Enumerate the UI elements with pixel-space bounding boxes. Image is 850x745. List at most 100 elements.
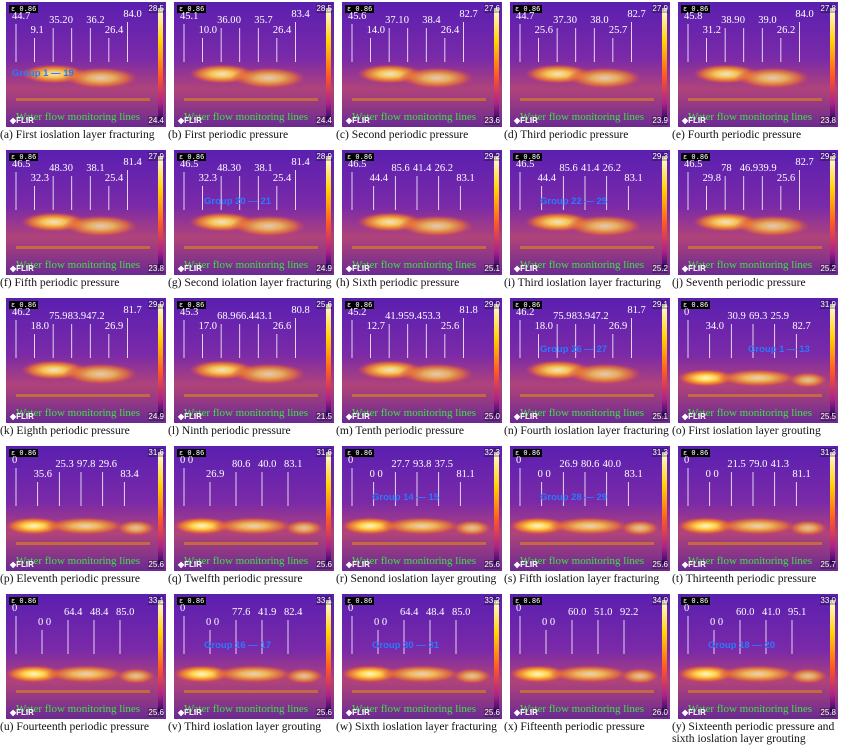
measurement-value-label: 68.9 xyxy=(217,311,236,322)
thermal-heatmap-graphic xyxy=(678,446,838,571)
flir-logo: ◆FLIR xyxy=(178,116,202,125)
measurement-value-label: 31.2 xyxy=(702,25,721,36)
measurement-value-label: 0 0 xyxy=(537,469,551,480)
thermal-image: ε 0.86 33.0 25.8 0 0 0 60.0 41.0 95.1 Group 18 —… xyxy=(678,594,838,719)
temperature-max-label: 31.6 xyxy=(316,448,332,457)
water-flow-monitoring-label: Water flow monitoring lines xyxy=(184,555,309,567)
measurement-value-label: 80.8 xyxy=(291,305,310,316)
water-flow-monitoring-label: Water flow monitoring lines xyxy=(688,111,813,123)
measurement-value-label: 40.0 xyxy=(258,459,277,470)
temperature-min-label: 25.6 xyxy=(148,708,164,717)
thermal-panel: ε 0.86 27.6 23.6 45.6 14.0 37.1 0 38.4 26.4 82.7 W… xyxy=(336,2,502,141)
thermal-heatmap-graphic xyxy=(6,150,166,275)
measurement-value-label: 41.9 xyxy=(385,311,404,322)
emissivity-readout: ε 0.86 xyxy=(681,301,711,309)
group-label: Group 20 — 21 xyxy=(204,196,272,207)
measurement-value-label: 46.5 xyxy=(516,159,535,170)
thermal-image: ε 0.86 29.0 25.0 45.2 12.7 41.9 59.4 53.3 25.6 81… xyxy=(342,298,502,423)
thermal-image: ε 0.86 31.9 25.5 0 34.0 30.9 69.3 25.9 82.7 Group… xyxy=(678,298,838,423)
thermal-panel: ε 0.86 28.5 24.4 44.7 9.1 35.2 0 36.2 26.4 84.0 Gr… xyxy=(0,2,166,141)
measurement-value-label: 75.9 xyxy=(553,311,572,322)
measurement-value-label: 78 xyxy=(721,163,732,174)
measurement-value-label: 0 xyxy=(67,15,73,26)
measurement-value-label: 46.5 xyxy=(348,159,367,170)
measurement-value-label: 83.4 xyxy=(291,9,310,20)
temperature-min-label: 24.4 xyxy=(316,116,332,125)
flir-logo: ◆FLIR xyxy=(10,116,34,125)
temperature-max-label: 29.2 xyxy=(484,152,500,161)
measurement-value-label: 82.7 xyxy=(795,157,814,168)
thermal-image: ε 0.86 33.2 25.6 0 0 0 64.4 48.4 85.0 Group 30 —… xyxy=(342,594,502,719)
thermal-heatmap-graphic xyxy=(510,594,670,719)
measurement-value-label: 26.2 xyxy=(776,25,796,36)
measurement-value-label: 66.4 xyxy=(235,311,255,322)
thermal-panel: ε 0.86 25.6 21.5 45.3 17.0 68.9 66.4 43.1 26.6 80… xyxy=(168,298,334,437)
water-flow-monitoring-label: Water flow monitoring lines xyxy=(16,111,141,123)
thermal-panel: ε 0.86 31.3 25.6 0 0 0 26.9 80.6 40.0 83.1 Group … xyxy=(504,446,670,585)
thermal-image: ε 0.86 29.2 25.1 46.5 44.4 85.6 41.4 26.2 83.1 Wa… xyxy=(342,150,502,275)
flir-logo: ◆FLIR xyxy=(10,708,34,717)
measurement-value-label: 25.9 xyxy=(770,311,790,322)
measurement-value-label: 25.6 xyxy=(776,173,796,184)
measurement-value-label: 95.1 xyxy=(788,607,807,618)
panel-caption: (a) First ioslation layer fracturing xyxy=(0,128,155,141)
panel-caption: (q) Twelfth periodic pressure xyxy=(168,572,303,585)
thermal-heatmap-graphic xyxy=(342,594,502,719)
measurement-value-label: 0 xyxy=(739,15,745,26)
measurement-value-label: 25.4 xyxy=(104,173,124,184)
measurement-value-label: 9.1 xyxy=(30,25,44,36)
measurement-value-label: 47.2 xyxy=(86,311,105,322)
measurement-value-label: 0 0 xyxy=(206,617,220,628)
thermal-panel: ε 0.86 31.6 25.6 0 35.6 25.3 97.8 29.6 83.4 Water… xyxy=(0,446,166,585)
thermal-image: ε 0.86 29.3 25.2 46.5 44.4 85.6 41.4 26.2 83.1 Gr… xyxy=(510,150,670,275)
flir-logo: ◆FLIR xyxy=(178,412,202,421)
temperature-max-label: 29.3 xyxy=(652,152,668,161)
panel-caption: (d) Third periodic pressure xyxy=(504,128,629,141)
temperature-min-label: 25.8 xyxy=(820,708,836,717)
measurement-value-label: 26.9 xyxy=(559,459,578,470)
measurement-value-label: 40.0 xyxy=(602,459,622,470)
measurement-value-label: 25.6 xyxy=(534,25,553,36)
temperature-max-label: 29.0 xyxy=(484,300,500,309)
water-flow-monitoring-label: Water flow monitoring lines xyxy=(184,111,309,123)
group-label: Group 18 — 20 xyxy=(708,640,776,651)
water-flow-monitoring-label: Water flow monitoring lines xyxy=(688,407,813,419)
measurement-value-label: 46.2 xyxy=(516,307,535,318)
measurement-value-label: 38.1 xyxy=(254,163,273,174)
thermal-image: ε 0.86 25.6 21.5 45.3 17.0 68.9 66.4 43.1 26.6 80… xyxy=(174,298,334,423)
temperature-max-label: 25.6 xyxy=(316,300,332,309)
water-flow-monitoring-label: Water flow monitoring lines xyxy=(352,555,477,567)
temperature-max-label: 34.0 xyxy=(652,596,668,605)
measurement-value-label: 46.2 xyxy=(12,307,31,318)
thermal-heatmap-graphic xyxy=(510,446,670,571)
measurement-value-label: 92.2 xyxy=(620,607,639,618)
measurement-value-label: 25.4 xyxy=(272,173,292,184)
measurement-value-label: 93.8 xyxy=(413,459,432,470)
thermal-heatmap-graphic xyxy=(174,2,334,127)
emissivity-readout: ε 0.86 xyxy=(9,597,39,605)
temperature-max-label: 28.5 xyxy=(316,4,332,13)
panel-caption: (b) First periodic pressure xyxy=(168,128,289,141)
temperature-max-label: 33.1 xyxy=(148,596,164,605)
group-label: Group 30 — 31 xyxy=(372,640,440,651)
measurement-value-label: 46.9 xyxy=(739,163,759,174)
emissivity-readout: ε 0.86 xyxy=(681,597,711,605)
measurement-value-label: 81.4 xyxy=(291,157,310,168)
thermal-image: ε 0.86 27.9 23.9 44.7 25.6 37.3 0 38.0 25.7 82.7 W… xyxy=(510,2,670,127)
measurement-value-label: 37.3 xyxy=(553,15,572,26)
temperature-min-label: 25.1 xyxy=(484,264,500,273)
thermal-panel: ε 0.86 31.6 25.6 0 0 26.9 80.6 40.0 83.1 Water f… xyxy=(168,446,334,585)
water-flow-monitoring-label: Water flow monitoring lines xyxy=(16,259,141,271)
water-flow-monitoring-label: Water flow monitoring lines xyxy=(184,407,309,419)
measurement-value-label: 81.7 xyxy=(627,305,646,316)
thermal-image: ε 0.86 29.1 25.1 46.2 18.0 75.9 83.9 47.2 26.9 81… xyxy=(510,298,670,423)
panel-caption: (u) Fourteenth periodic pressure xyxy=(0,720,150,733)
group-label: Group 28 — 29 xyxy=(540,492,608,503)
thermal-heatmap-graphic xyxy=(342,298,502,423)
thermal-panel: ε 0.86 33.1 25.6 0 0 0 64.4 48.4 85.0 Water flow… xyxy=(0,594,166,733)
temperature-min-label: 25.2 xyxy=(652,264,668,273)
thermal-panel: ε 0.86 31.9 25.5 0 34.0 30.9 69.3 25.9 82.7 Group… xyxy=(672,298,838,437)
measurement-value-label: 41.4 xyxy=(581,163,600,174)
thermal-panel: ε 0.86 29.0 24.9 46.2 18.0 75.9 83.9 47.2 26.9 81… xyxy=(0,298,166,437)
flir-logo: ◆FLIR xyxy=(10,560,34,569)
